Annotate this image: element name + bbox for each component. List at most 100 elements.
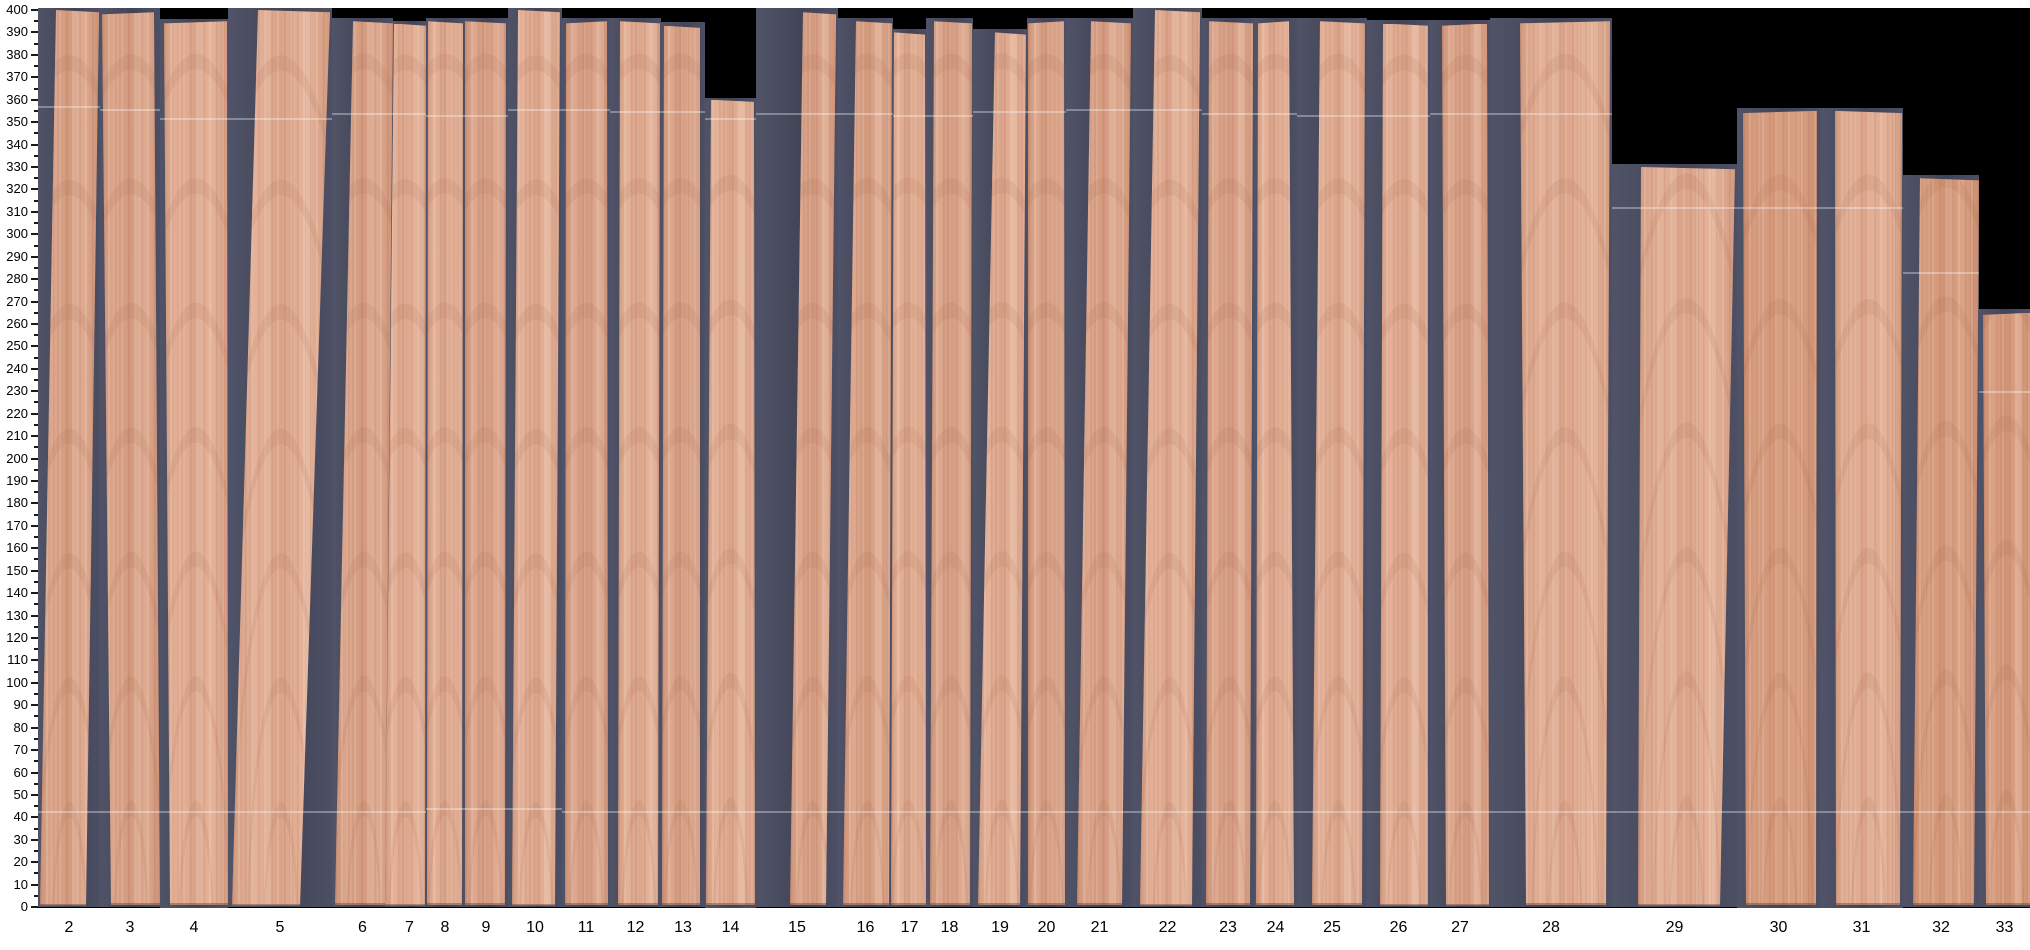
stitch-line bbox=[1027, 110, 1066, 113]
board-12[interactable] bbox=[618, 21, 660, 906]
y-axis-major-tick bbox=[31, 861, 38, 864]
y-axis-minor-tick bbox=[34, 558, 38, 561]
board-bottom-edge bbox=[1312, 903, 1365, 906]
y-axis-tick-label: 310 bbox=[6, 203, 28, 219]
y-axis-major-tick bbox=[31, 233, 38, 236]
stitch-line bbox=[1490, 113, 1612, 116]
stitch-line bbox=[1254, 810, 1297, 813]
wood-grain-overlay bbox=[706, 99, 755, 906]
board-31[interactable] bbox=[1835, 110, 1902, 906]
y-axis-minor-tick bbox=[34, 222, 38, 224]
stitch-line bbox=[426, 115, 464, 118]
y-axis-major-tick bbox=[31, 143, 38, 146]
board-20[interactable] bbox=[1028, 21, 1065, 906]
y-axis-tick-label: 0 bbox=[20, 899, 28, 914]
stitch-line bbox=[973, 810, 1027, 813]
board-bottom-edge bbox=[335, 903, 393, 906]
board-bottom-edge bbox=[1380, 903, 1428, 906]
board-bottom-edge bbox=[618, 903, 660, 906]
board-8[interactable] bbox=[427, 21, 463, 906]
board-24[interactable] bbox=[1256, 21, 1294, 906]
y-axis-tick-label: 90 bbox=[13, 697, 28, 713]
board-18[interactable] bbox=[930, 21, 972, 906]
y-axis-tick-label: 270 bbox=[6, 293, 28, 309]
board-13[interactable] bbox=[662, 25, 700, 906]
board-26[interactable] bbox=[1380, 23, 1428, 906]
board-bottom-edge bbox=[565, 903, 608, 906]
stitch-line bbox=[1612, 207, 1737, 210]
y-axis-minor-tick bbox=[34, 423, 38, 426]
y-axis-tick-label: 170 bbox=[6, 517, 28, 533]
y-axis-major-tick bbox=[31, 771, 38, 774]
stitch-line bbox=[100, 810, 160, 813]
y-axis-minor-tick bbox=[34, 446, 38, 449]
board-number-label-4: 4 bbox=[189, 919, 199, 936]
board-bottom-edge bbox=[706, 903, 755, 906]
board-number-label-23: 23 bbox=[1219, 919, 1237, 936]
y-axis-tick-label: 370 bbox=[6, 69, 28, 85]
wood-grain-overlay bbox=[1442, 23, 1489, 906]
y-axis-major-tick bbox=[31, 838, 38, 841]
board-bottom-edge bbox=[1913, 903, 1979, 906]
wood-grain-overlay bbox=[1256, 21, 1294, 906]
y-axis-tick-label: 150 bbox=[6, 562, 28, 578]
board-33[interactable] bbox=[1983, 312, 2030, 906]
board-9[interactable] bbox=[465, 21, 506, 906]
stitch-line bbox=[38, 810, 100, 813]
stitch-line bbox=[1612, 810, 1737, 813]
board-number-label-32: 32 bbox=[1932, 919, 1950, 936]
y-axis-minor-tick bbox=[34, 513, 38, 516]
stitch-line bbox=[508, 808, 562, 811]
y-axis-major-tick bbox=[31, 457, 38, 460]
wood-grain-overlay bbox=[662, 25, 700, 906]
y-axis-tick-label: 230 bbox=[6, 383, 28, 399]
y-axis-tick-label: 400 bbox=[6, 2, 28, 17]
y-axis-tick-label: 120 bbox=[6, 629, 28, 645]
y-axis-tick-label: 180 bbox=[6, 495, 28, 511]
board-3[interactable] bbox=[102, 12, 160, 906]
stitch-line bbox=[926, 810, 973, 813]
board-11[interactable] bbox=[565, 21, 608, 906]
board-bottom-edge bbox=[1028, 903, 1065, 906]
board-bottom-edge bbox=[385, 903, 426, 906]
wood-grain-overlay bbox=[618, 21, 660, 906]
board-number-label-25: 25 bbox=[1323, 919, 1341, 936]
board-14[interactable] bbox=[706, 99, 755, 906]
y-axis-minor-tick bbox=[34, 132, 38, 135]
stitch-line bbox=[926, 115, 973, 118]
board-4[interactable] bbox=[164, 21, 228, 906]
board-17[interactable] bbox=[891, 32, 926, 906]
board-27[interactable] bbox=[1442, 23, 1489, 906]
y-axis-tick-label: 110 bbox=[7, 652, 28, 668]
board-23[interactable] bbox=[1206, 21, 1253, 906]
board-29[interactable] bbox=[1638, 167, 1735, 906]
board-32[interactable] bbox=[1913, 178, 1979, 906]
board-number-label-21: 21 bbox=[1090, 919, 1109, 936]
y-axis-tick-label: 250 bbox=[6, 338, 28, 354]
y-axis-tick-label: 70 bbox=[13, 742, 28, 757]
stitch-line bbox=[1979, 810, 2030, 813]
board-bottom-edge bbox=[1256, 903, 1294, 906]
stitch-line bbox=[1066, 108, 1133, 111]
board-number-label-31: 31 bbox=[1852, 919, 1871, 936]
wood-grain-overlay bbox=[1743, 110, 1817, 906]
y-axis-minor-tick bbox=[34, 603, 38, 606]
stitch-line bbox=[1903, 272, 1979, 275]
y-axis-major-tick bbox=[31, 390, 38, 393]
board-10[interactable] bbox=[512, 10, 560, 906]
y-axis-major-tick bbox=[31, 188, 38, 191]
board-number-label-15: 15 bbox=[788, 919, 806, 936]
board-25[interactable] bbox=[1312, 21, 1365, 906]
stitch-line bbox=[756, 113, 838, 116]
board-30[interactable] bbox=[1743, 110, 1817, 906]
y-axis-major-tick bbox=[31, 53, 38, 56]
y-axis-major-tick bbox=[31, 9, 38, 11]
y-axis-minor-tick bbox=[34, 311, 38, 314]
board-28[interactable] bbox=[1520, 21, 1610, 906]
wood-grain-overlay bbox=[1835, 110, 1902, 906]
wood-grain-overlay bbox=[891, 32, 926, 906]
stitch-line bbox=[228, 117, 332, 120]
board-number-label-26: 26 bbox=[1389, 919, 1408, 936]
stitch-line bbox=[893, 810, 926, 813]
